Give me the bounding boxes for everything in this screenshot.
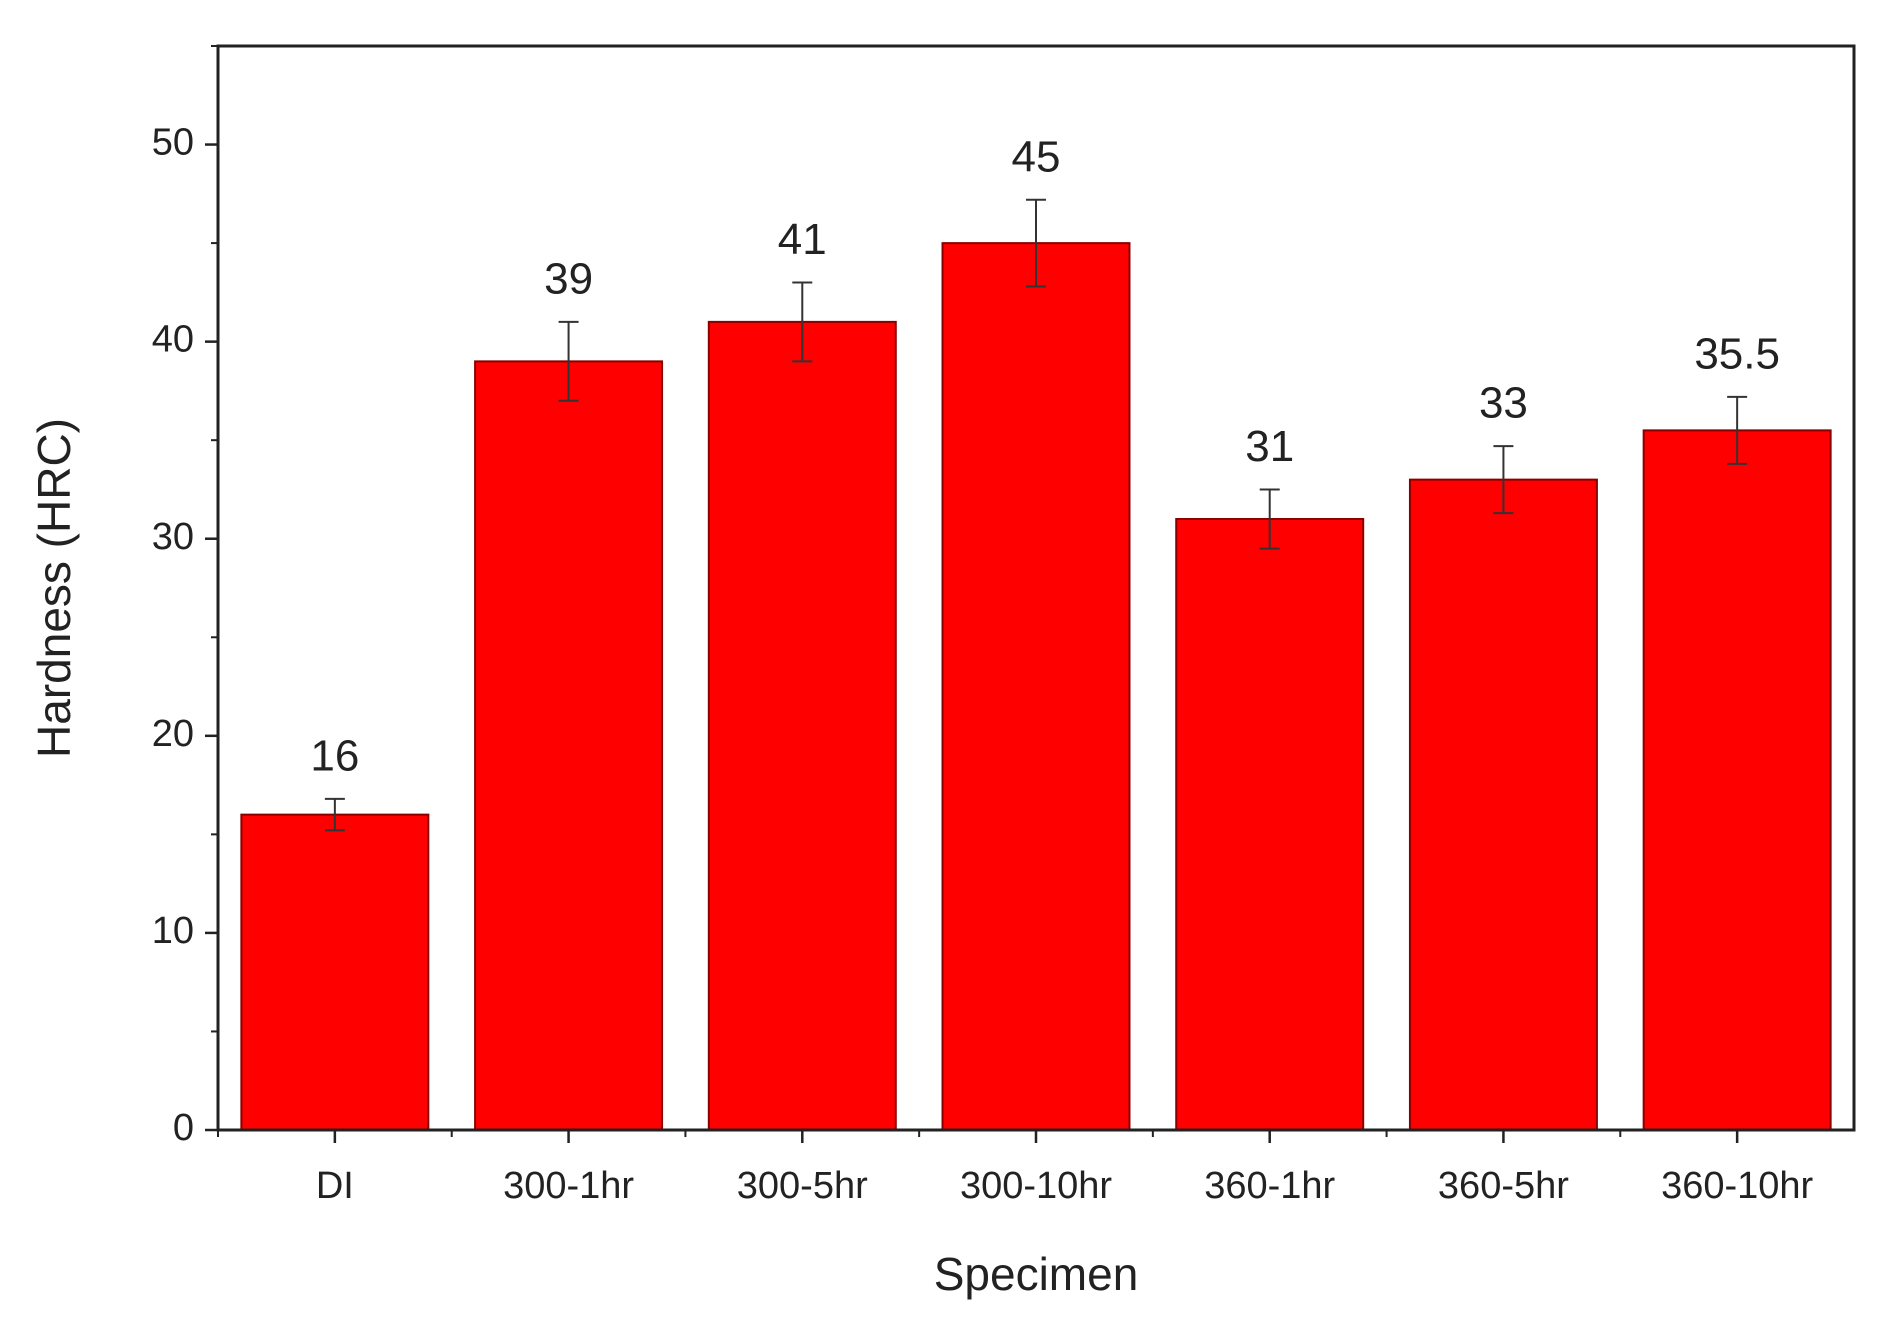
error-bar bbox=[792, 281, 813, 363]
bar bbox=[1643, 430, 1831, 1130]
plot-frame bbox=[216, 44, 1856, 1132]
value-label: 35.5 bbox=[1694, 329, 1780, 378]
y-tick-label: 0 bbox=[173, 1107, 194, 1149]
error-bar bbox=[558, 320, 579, 402]
value-label: 16 bbox=[310, 732, 359, 781]
x-tick-label: DI bbox=[316, 1165, 354, 1207]
value-label: 33 bbox=[1479, 379, 1528, 428]
x-tick-label: 300-5hr bbox=[737, 1165, 868, 1207]
bar bbox=[942, 243, 1130, 1130]
error-bar bbox=[1493, 445, 1514, 515]
bar bbox=[1176, 519, 1364, 1130]
value-label: 39 bbox=[544, 255, 593, 304]
error-bar bbox=[324, 797, 345, 832]
y-tick-label: 20 bbox=[152, 713, 194, 755]
y-tick-label: 30 bbox=[152, 516, 194, 558]
error-bar bbox=[1259, 488, 1280, 550]
x-tick-label: 300-1hr bbox=[503, 1165, 634, 1207]
y-tick-label: 50 bbox=[152, 122, 194, 164]
x-axis-title: Specimen bbox=[934, 1248, 1139, 1300]
x-tick-label: 300-10hr bbox=[960, 1165, 1112, 1207]
x-tick-label: 360-5hr bbox=[1438, 1165, 1569, 1207]
value-label: 45 bbox=[1012, 132, 1061, 181]
value-label: 41 bbox=[778, 215, 827, 264]
x-tick-label: 360-10hr bbox=[1661, 1165, 1813, 1207]
bar bbox=[1409, 479, 1597, 1131]
bar bbox=[708, 321, 896, 1131]
error-bar bbox=[1727, 395, 1748, 465]
y-axis-title: Hardness (HRC) bbox=[28, 418, 80, 758]
x-tick-label: 360-1hr bbox=[1204, 1165, 1335, 1207]
bar bbox=[241, 814, 429, 1130]
error-bar bbox=[1026, 198, 1046, 288]
bar bbox=[475, 361, 663, 1130]
y-tick-label: 40 bbox=[152, 319, 194, 361]
y-tick-label: 10 bbox=[152, 910, 194, 952]
value-label: 31 bbox=[1245, 422, 1294, 471]
